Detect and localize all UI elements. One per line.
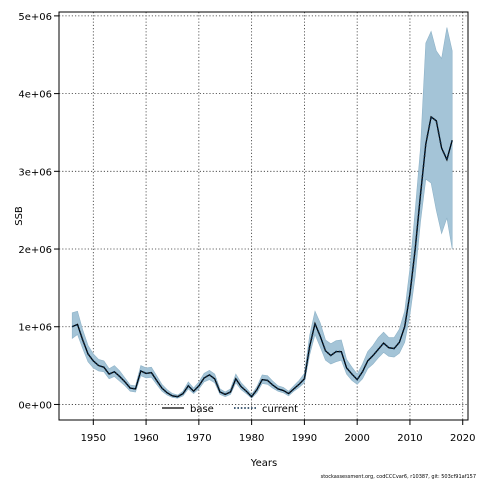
plot-frame: [58, 11, 469, 421]
y-axis: 0e+00 1e+06 2e+06 3e+06 4e+06 5e+06: [18, 12, 59, 411]
series-line-base: [71, 115, 453, 398]
legend: base current: [162, 404, 298, 415]
x-tick-label: 1950: [81, 433, 106, 444]
x-tick-label: 2020: [450, 433, 475, 444]
x-tick-label: 1960: [133, 433, 158, 444]
y-tick-label: 2e+06: [18, 245, 52, 256]
footer-note: stockassessment.org, codCCCvar6, r10387,…: [321, 474, 476, 480]
x-tick-label: 1990: [292, 433, 317, 444]
grid-lines: [59, 12, 468, 420]
y-tick-label: 4e+06: [18, 90, 52, 101]
y-tick-label: 1e+06: [18, 323, 52, 334]
x-tick-label: 2010: [397, 433, 422, 444]
confidence-band: [71, 27, 453, 399]
x-tick-label: 1970: [186, 433, 211, 444]
y-tick-label: 3e+06: [18, 167, 52, 178]
y-tick-label: 5e+06: [18, 12, 52, 23]
x-axis-title: Years: [250, 458, 277, 469]
x-tick-label: 2000: [344, 433, 369, 444]
y-tick-label: 0e+00: [18, 400, 52, 411]
x-tick-label: 1980: [239, 433, 264, 444]
x-axis: 1950 1960 1970 1980 1990 2000 2010 2020: [81, 420, 475, 444]
legend-label-current: current: [262, 404, 298, 415]
legend-label-base: base: [190, 404, 214, 415]
y-axis-title: SSB: [14, 206, 25, 226]
